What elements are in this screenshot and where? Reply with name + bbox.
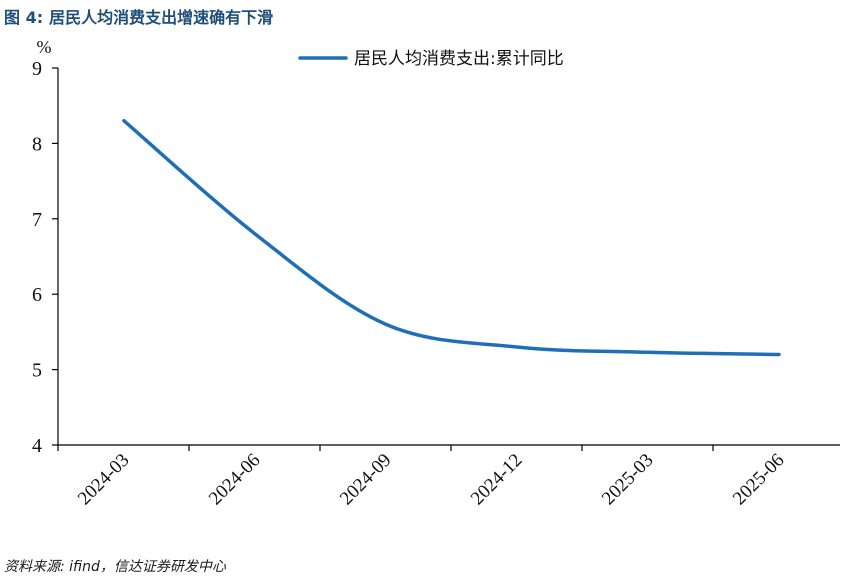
figure-title: 图 4: 居民人均消费支出增速确有下滑 xyxy=(4,4,273,28)
series-line xyxy=(122,119,781,357)
y-tick-label: 7 xyxy=(32,209,42,231)
y-unit-label: % xyxy=(37,37,52,57)
legend-label: 居民人均消费支出:累计同比 xyxy=(354,49,564,69)
source-note: 资料来源: ifind，信达证券研发中心 xyxy=(4,559,226,575)
y-tick-label: 8 xyxy=(32,133,42,155)
y-tick-label: 9 xyxy=(32,58,42,80)
figure-number: 图 4: xyxy=(4,8,44,27)
y-tick-label: 4 xyxy=(32,435,42,457)
y-tick-label: 6 xyxy=(32,284,42,306)
x-tick-label: 2024-12 xyxy=(467,450,527,510)
y-tick-label: 5 xyxy=(32,360,42,382)
x-tick-label: 2024-06 xyxy=(205,450,265,510)
x-tick-label: 2024-09 xyxy=(336,450,396,510)
figure-title-text: 居民人均消费支出增速确有下滑 xyxy=(49,8,274,27)
x-tick-label: 2025-06 xyxy=(729,450,789,510)
x-tick-label: 2025-03 xyxy=(598,450,658,510)
x-tick-label: 2024-03 xyxy=(74,450,134,510)
